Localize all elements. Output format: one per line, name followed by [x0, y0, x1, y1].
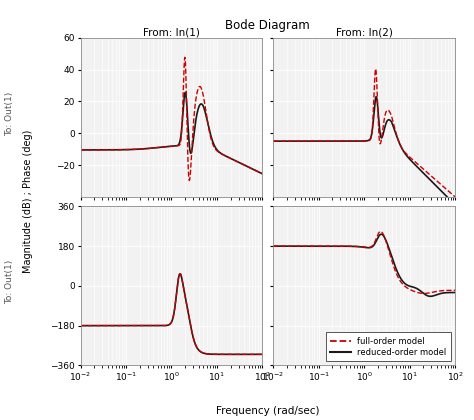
- Text: Magnitude (dB) ; Phase (deg): Magnitude (dB) ; Phase (deg): [23, 130, 34, 273]
- Text: Bode Diagram: Bode Diagram: [226, 19, 310, 32]
- Text: Frequency (rad/sec): Frequency (rad/sec): [216, 406, 319, 416]
- Text: To: Out(1): To: Out(1): [5, 91, 14, 136]
- Legend: full-order model, reduced-order model: full-order model, reduced-order model: [326, 332, 451, 361]
- Text: To: Out(1): To: Out(1): [5, 259, 14, 304]
- Title: From: In(2): From: In(2): [336, 27, 392, 37]
- Title: From: In(1): From: In(1): [143, 27, 200, 37]
